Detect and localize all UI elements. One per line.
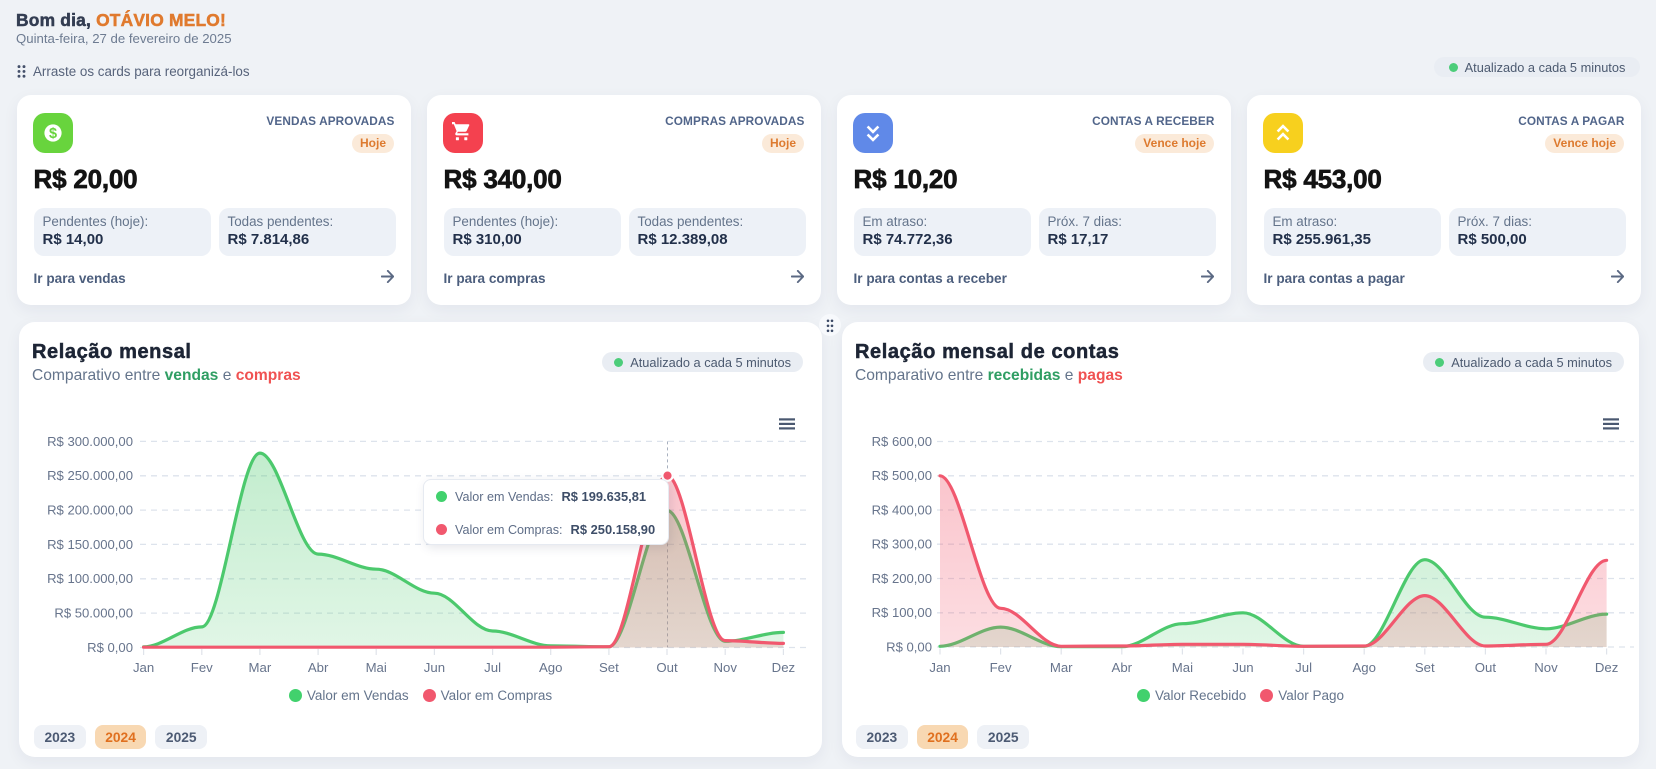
- svg-text:Jun: Jun: [1232, 660, 1253, 675]
- svg-text:R$ 600,00: R$ 600,00: [872, 434, 932, 449]
- svg-text:R$ 200.000,00: R$ 200.000,00: [47, 503, 133, 518]
- svg-text:Jul: Jul: [484, 660, 501, 675]
- svg-text:Ago: Ago: [539, 660, 562, 675]
- svg-text:Mai: Mai: [366, 660, 387, 675]
- svg-text:Set: Set: [599, 660, 619, 675]
- svg-text:Fev: Fev: [990, 660, 1012, 675]
- svg-text:R$ 500,00: R$ 500,00: [872, 468, 932, 483]
- svg-text:Abr: Abr: [308, 660, 329, 675]
- svg-text:Mai: Mai: [1172, 660, 1193, 675]
- svg-text:R$ 100,00: R$ 100,00: [872, 605, 932, 620]
- svg-text:R$ 250.000,00: R$ 250.000,00: [47, 468, 133, 483]
- svg-text:R$ 300.000,00: R$ 300.000,00: [47, 434, 133, 449]
- svg-text:Mar: Mar: [1050, 660, 1073, 675]
- svg-text:$: $: [49, 126, 57, 142]
- svg-text:R$ 150.000,00: R$ 150.000,00: [47, 537, 133, 552]
- svg-text:Abr: Abr: [1112, 660, 1133, 675]
- svg-text:Out: Out: [1475, 660, 1497, 675]
- svg-text:Jun: Jun: [424, 660, 445, 675]
- svg-text:Jan: Jan: [133, 660, 154, 675]
- svg-text:R$ 0,00: R$ 0,00: [886, 639, 932, 654]
- svg-text:R$ 0,00: R$ 0,00: [87, 640, 133, 655]
- svg-text:Dez: Dez: [1595, 660, 1618, 675]
- svg-text:Jan: Jan: [929, 660, 950, 675]
- svg-text:R$ 400,00: R$ 400,00: [872, 502, 932, 517]
- svg-text:Nov: Nov: [713, 660, 737, 675]
- svg-text:Jul: Jul: [1295, 660, 1312, 675]
- svg-text:Mar: Mar: [249, 660, 272, 675]
- svg-text:Fev: Fev: [191, 660, 213, 675]
- svg-text:Dez: Dez: [772, 660, 795, 675]
- svg-text:R$ 300,00: R$ 300,00: [872, 537, 932, 552]
- svg-text:Out: Out: [656, 660, 678, 675]
- svg-text:R$ 100.000,00: R$ 100.000,00: [47, 571, 133, 586]
- svg-text:Ago: Ago: [1352, 660, 1375, 675]
- svg-text:R$ 50.000,00: R$ 50.000,00: [54, 606, 133, 621]
- svg-text:Set: Set: [1415, 660, 1435, 675]
- svg-text:Nov: Nov: [1534, 660, 1558, 675]
- svg-text:R$ 200,00: R$ 200,00: [872, 571, 932, 586]
